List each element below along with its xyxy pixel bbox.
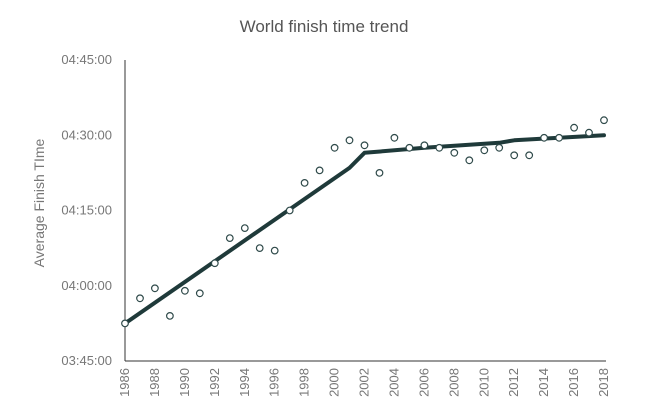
data-point bbox=[495, 143, 504, 152]
data-point bbox=[510, 151, 519, 160]
data-point bbox=[360, 141, 369, 150]
data-point bbox=[555, 133, 563, 142]
x-tick-label: 2012 bbox=[506, 368, 521, 397]
y-tick-labels: 03:45:00 04:00:00 04:15:00 04:30:00 04:45:00 bbox=[61, 52, 112, 368]
data-point bbox=[330, 143, 339, 152]
x-tick-label: 2008 bbox=[446, 368, 461, 397]
data-point bbox=[121, 319, 129, 328]
data-point bbox=[150, 284, 159, 293]
y-tick-label: 04:30:00 bbox=[61, 127, 112, 142]
data-point bbox=[315, 166, 324, 175]
data-point bbox=[165, 312, 174, 320]
x-tick-label: 1998 bbox=[297, 368, 312, 397]
x-tick-label: 2006 bbox=[416, 368, 431, 397]
x-tick-label: 2018 bbox=[596, 368, 611, 397]
data-point bbox=[480, 146, 489, 155]
x-tick-label: 1990 bbox=[177, 368, 192, 397]
data-point bbox=[465, 156, 474, 165]
data-point bbox=[585, 128, 593, 137]
data-point bbox=[390, 133, 399, 142]
x-tick-label: 2002 bbox=[357, 368, 372, 397]
x-tick-label: 2010 bbox=[476, 368, 491, 397]
data-point bbox=[450, 148, 459, 157]
x-tick-label: 2014 bbox=[536, 368, 551, 397]
data-point bbox=[210, 259, 219, 268]
x-tick-label: 1992 bbox=[207, 368, 222, 397]
data-point bbox=[270, 246, 279, 255]
data-point bbox=[570, 123, 578, 132]
data-point bbox=[600, 116, 608, 125]
data-point bbox=[136, 294, 144, 303]
data-point bbox=[255, 244, 264, 253]
x-tick-label: 1988 bbox=[147, 368, 162, 397]
data-point bbox=[420, 141, 429, 150]
data-point bbox=[435, 143, 444, 152]
x-tick-label: 1996 bbox=[267, 368, 282, 397]
y-tick-label: 04:00:00 bbox=[61, 278, 112, 293]
data-point bbox=[180, 286, 189, 295]
data-point bbox=[300, 178, 309, 187]
x-tick-label: 1994 bbox=[237, 368, 252, 397]
x-tick-label: 2000 bbox=[327, 368, 342, 397]
x-tick-labels: 1986 1988 1990 1992 1994 1996 1998 2000 2002 2004… bbox=[117, 368, 611, 397]
y-tick-label: 04:45:00 bbox=[61, 52, 112, 67]
data-point bbox=[375, 168, 384, 177]
x-tick-label: 2004 bbox=[386, 368, 401, 397]
data-point bbox=[540, 133, 548, 142]
data-point bbox=[405, 143, 414, 152]
data-points bbox=[121, 116, 608, 328]
data-point bbox=[285, 206, 294, 215]
x-tick-label: 1986 bbox=[117, 368, 132, 397]
x-tick-label: 2016 bbox=[566, 368, 581, 397]
chart-title: World finish time trend bbox=[240, 17, 409, 36]
y-axis-label: Average Finish TIme bbox=[31, 138, 47, 267]
data-point bbox=[525, 151, 534, 160]
data-point bbox=[195, 289, 204, 298]
data-point bbox=[225, 234, 234, 243]
data-point bbox=[345, 136, 354, 145]
y-tick-label: 04:15:00 bbox=[61, 203, 112, 218]
data-point bbox=[240, 224, 249, 233]
y-tick-label: 03:45:00 bbox=[61, 353, 112, 368]
